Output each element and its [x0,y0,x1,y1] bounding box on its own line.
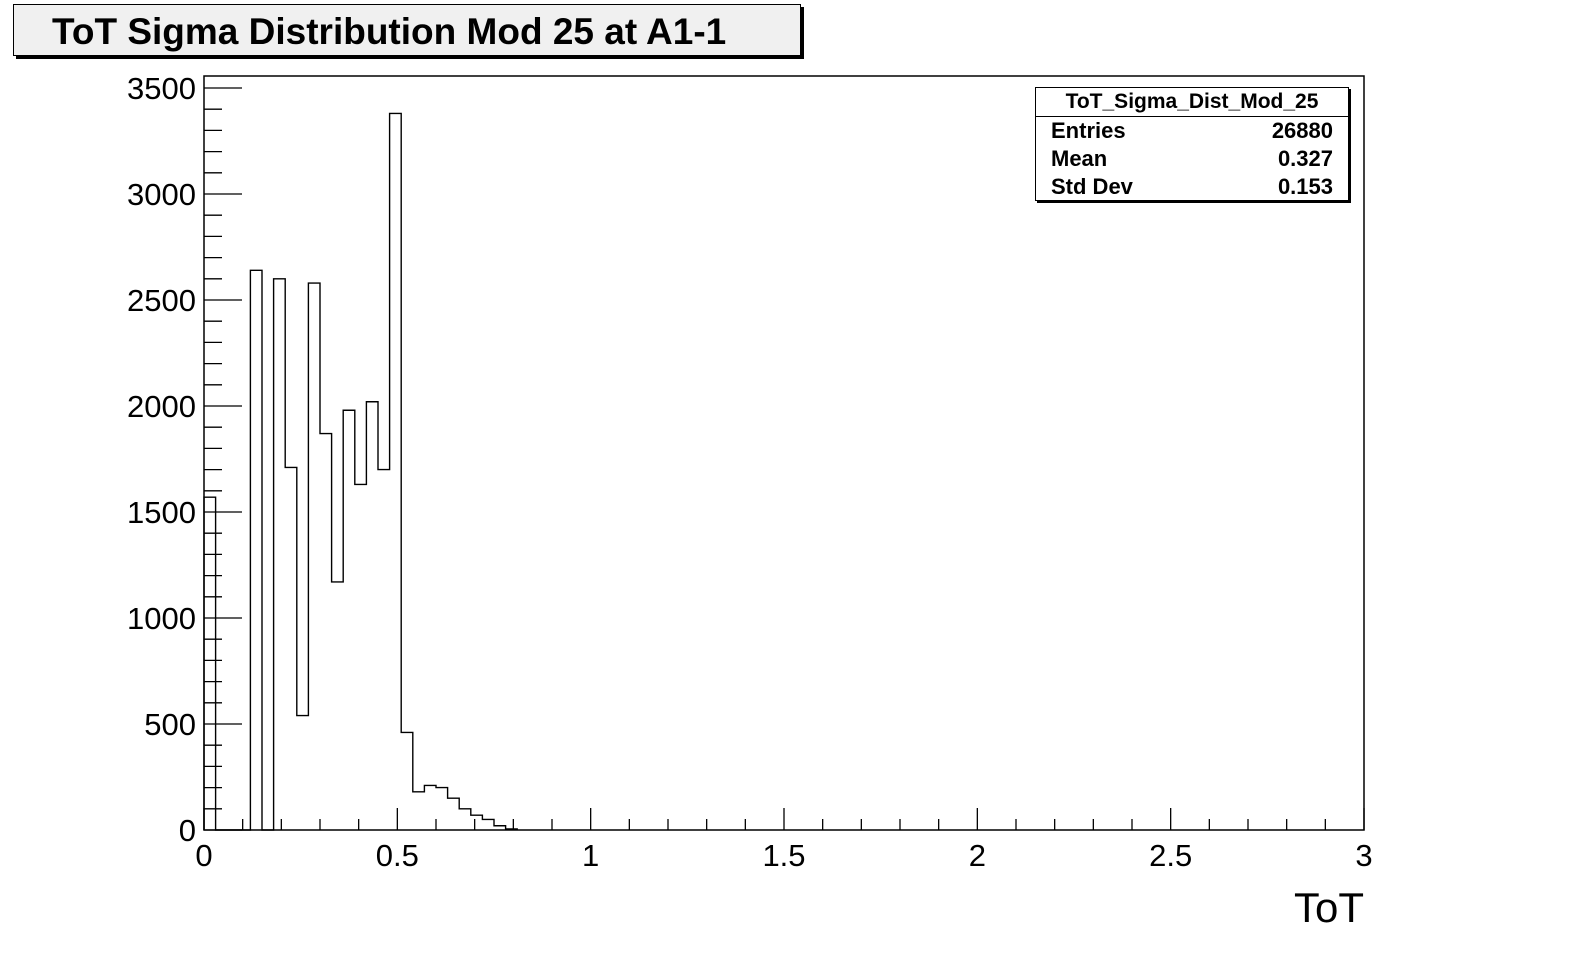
stats-label: Mean [1051,146,1108,171]
y-tick-label: 0 [179,813,196,848]
histogram-bin [274,279,286,830]
x-axis-title: ToT [1294,884,1364,931]
x-tick-label: 1.5 [762,838,805,873]
histogram-bin [413,792,425,830]
histogram-bin [471,815,483,830]
histogram-bin [390,113,402,830]
stats-row-entries: Entries 26880 [1036,117,1348,145]
histogram-bin [332,582,344,830]
y-tick-label: 1000 [127,601,196,636]
y-tick-label: 3000 [127,177,196,212]
stats-title: ToT_Sigma_Dist_Mod_25 [1036,88,1348,117]
stats-value: 0.153 [1277,174,1333,199]
histogram-bin [366,402,378,830]
tick-labels: 0 0.5 1 1.5 2 2.5 3 0 500 1000 1500 2000 2500 3000 350… [127,71,1373,873]
histogram-bin [378,470,390,830]
y-tick-label: 2500 [127,283,196,318]
x-tick-label: 1 [582,838,599,873]
x-tick-label: 2.5 [1149,838,1192,873]
histogram-outline [203,112,518,831]
x-tick-label: 2 [969,838,986,873]
histogram-bin [343,410,355,830]
stats-value: 26880 [1271,118,1333,143]
stats-row-stddev: Std Dev 0.153 [1036,173,1348,201]
stats-label: Std Dev [1051,174,1133,199]
histogram-bin [297,716,309,830]
y-tick-label: 2000 [127,389,196,424]
histogram-bin [285,467,297,830]
stats-value: 0.327 [1277,146,1333,171]
histogram-bin [204,497,216,830]
histogram-bin [401,732,413,830]
histogram-bin [506,829,518,830]
title-box: ToT Sigma Distribution Mod 25 at A1-1 [13,4,801,56]
stats-label: Entries [1051,118,1126,143]
x-tick-label: 0.5 [376,838,419,873]
histogram-bars [203,112,518,831]
histogram-bin [448,798,460,830]
y-tick-label: 3500 [127,71,196,106]
histogram-bin [494,826,506,830]
histogram-bin [436,788,448,830]
y-tick-label: 1500 [127,495,196,530]
axis-ticks [203,87,1365,831]
chart-title: ToT Sigma Distribution Mod 25 at A1-1 [52,11,727,52]
x-tick-label: 0 [195,838,212,873]
x-tick-label: 3 [1355,838,1372,873]
stats-row-mean: Mean 0.327 [1036,145,1348,173]
histogram-bin [459,809,471,830]
histogram-bin [308,283,320,830]
histogram-bin [250,270,262,830]
histogram-bin [482,819,494,830]
y-tick-label: 500 [144,707,196,742]
histogram-bin [320,434,332,830]
histogram-bin [355,484,367,830]
histogram-bin [424,785,436,830]
stats-box: ToT_Sigma_Dist_Mod_25 Entries 26880 Mean… [1035,87,1349,201]
